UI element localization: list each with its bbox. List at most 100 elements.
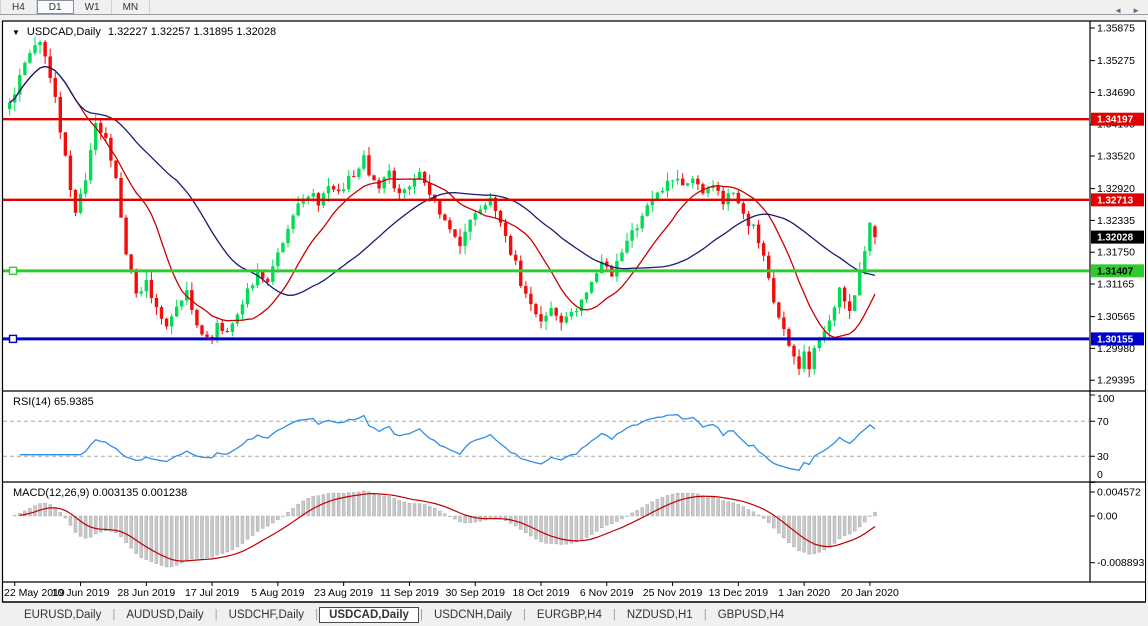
candle-bearish	[534, 304, 538, 315]
level-line-handle[interactable]	[8, 334, 18, 344]
time-tick-label: 22 May 2019	[4, 587, 65, 599]
macd-histogram-bar	[559, 515, 563, 545]
candle-bearish	[68, 155, 73, 191]
macd-histogram-bar	[336, 492, 341, 517]
chart-tab-nzdusd-h1[interactable]: NZDUSD,H1	[626, 609, 693, 621]
chart-tab-eurgbp-h4[interactable]: EURGBP,H4	[536, 609, 602, 621]
candle-bullish	[291, 215, 295, 229]
candle-bullish	[341, 189, 346, 192]
time-tick-label: 5 Aug 2019	[251, 587, 304, 599]
candle-bullish	[478, 209, 482, 214]
candle-bullish	[635, 228, 639, 231]
macd-histogram-bar	[448, 515, 452, 517]
candle-bearish	[261, 271, 265, 279]
tab-scroll-right-button[interactable]: ►	[1132, 6, 1140, 15]
candle-bearish	[397, 188, 402, 194]
candle-bullish	[347, 176, 351, 190]
macd-histogram-bar	[28, 508, 32, 517]
chart-tab-usdcnh-daily[interactable]: USDCNH,Daily	[433, 609, 512, 621]
macd-histogram-bar	[174, 515, 179, 566]
candle-bullish	[215, 322, 219, 338]
candle-bullish	[827, 320, 832, 332]
candle-bearish	[680, 178, 685, 186]
macd-histogram-bar	[427, 506, 432, 517]
macd-histogram-bar	[751, 511, 756, 517]
macd-histogram-bar	[281, 515, 285, 517]
candle-bearish	[205, 334, 209, 337]
macd-histogram-bar	[706, 496, 710, 517]
macd-histogram-bar	[574, 515, 579, 543]
rsi-plot[interactable]	[3, 392, 1089, 481]
macd-histogram-bar	[392, 498, 396, 517]
tab-scroll-left-button[interactable]: ◄	[1114, 6, 1123, 15]
main-chart-plot[interactable]	[3, 22, 1089, 389]
price-level-badge	[1091, 193, 1144, 207]
macd-histogram-bar	[802, 515, 806, 553]
macd-histogram-bar	[615, 515, 619, 522]
candle-bearish	[716, 185, 720, 191]
candle-bullish	[362, 155, 366, 169]
macd-histogram-bar	[382, 495, 386, 517]
candle-bullish	[544, 315, 548, 322]
chart-tabs-bar: EURUSD,Daily | AUDUSD,Daily | USDCHF,Daily | U…	[0, 604, 1148, 626]
tab-separator: |	[214, 609, 218, 621]
candle-bearish	[761, 243, 766, 256]
chart-tab-usdcad-daily[interactable]: USDCAD,Daily	[319, 607, 419, 623]
timeframe-tab-w1[interactable]: W1	[74, 0, 112, 14]
candle-bullish	[382, 177, 386, 189]
candle-bearish	[200, 325, 204, 335]
chart-tab-audusd-daily[interactable]: AUDUSD,Daily	[126, 609, 204, 621]
macd-histogram-bar	[772, 515, 776, 529]
macd-histogram-bar	[458, 515, 462, 523]
macd-histogram-bar	[417, 503, 422, 517]
candle-bullish	[250, 285, 255, 289]
time-tick-label: 6 Nov 2019	[580, 587, 634, 599]
candle-bearish	[352, 176, 356, 178]
price-tick-label: 1.35275	[1097, 55, 1135, 67]
macd-histogram-bar	[352, 492, 356, 517]
chart-window-background	[2, 21, 1146, 602]
candle-bullish	[245, 288, 250, 305]
candle-bullish	[817, 339, 821, 349]
level-line-handle[interactable]	[8, 266, 18, 276]
macd-histogram-bar	[321, 494, 326, 517]
price-tick-label: 1.32335	[1097, 215, 1135, 227]
macd-histogram-bar	[746, 509, 751, 517]
candle-bearish	[159, 307, 164, 319]
macd-histogram-bar	[473, 515, 477, 523]
chart-tab-eurusd-daily[interactable]: EURUSD,Daily	[24, 609, 102, 621]
symbol-dropdown-icon[interactable]: ▼	[12, 27, 20, 37]
timeframe-tab-h4[interactable]: H4	[0, 0, 37, 14]
timeframe-tab-mn[interactable]: MN	[112, 0, 151, 14]
candle-bearish	[448, 220, 452, 230]
rsi-tick-label: 0	[1097, 469, 1103, 481]
candle-bullish	[751, 224, 756, 227]
candle-bullish	[185, 290, 189, 301]
ma-slow-line	[9, 65, 876, 296]
macd-histogram-bar	[635, 510, 639, 517]
candle-bullish	[630, 230, 634, 241]
macd-histogram-bar	[569, 515, 574, 544]
candle-bullish	[711, 185, 715, 189]
time-tick-label: 1 Jan 2020	[778, 587, 830, 599]
price-level-badge-label: 1.31407	[1097, 266, 1134, 277]
candle-bearish	[777, 302, 781, 318]
tab-scroll-arrows: ◄ ►	[1114, 6, 1140, 16]
candle-bullish	[549, 308, 553, 316]
candle-bearish	[58, 96, 62, 133]
price-tick-label: 1.29980	[1097, 343, 1135, 355]
candle-bullish	[731, 192, 735, 194]
candle-bullish	[600, 261, 604, 274]
candle-bearish	[331, 186, 336, 190]
chart-tab-gbpusd-h4[interactable]: GBPUSD,H4	[717, 609, 785, 621]
candle-bullish	[311, 193, 315, 197]
candle-bullish	[417, 172, 422, 180]
candle-bullish	[645, 205, 649, 216]
candle-bearish	[807, 351, 811, 370]
candle-bullish	[230, 323, 235, 332]
chart-tab-usdchf-daily[interactable]: USDCHF,Daily	[228, 609, 305, 621]
timeframe-tab-d1[interactable]: D1	[36, 0, 74, 14]
candle-bearish	[377, 180, 381, 189]
price-tick-label: 1.30565	[1097, 311, 1135, 323]
